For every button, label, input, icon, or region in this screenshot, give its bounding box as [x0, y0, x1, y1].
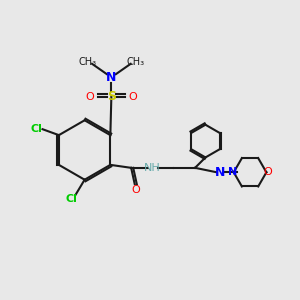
Text: N: N [215, 166, 226, 179]
Text: CH₃: CH₃ [79, 57, 97, 67]
Text: Cl: Cl [65, 194, 77, 204]
Text: O: O [85, 92, 94, 101]
Text: CH₃: CH₃ [126, 57, 144, 67]
Text: N: N [106, 71, 116, 84]
Text: NH: NH [144, 163, 160, 173]
Text: S: S [107, 90, 116, 103]
Text: O: O [263, 167, 272, 177]
Text: N: N [229, 167, 238, 177]
Text: Cl: Cl [31, 124, 43, 134]
Text: O: O [129, 92, 137, 101]
Text: O: O [132, 184, 141, 194]
